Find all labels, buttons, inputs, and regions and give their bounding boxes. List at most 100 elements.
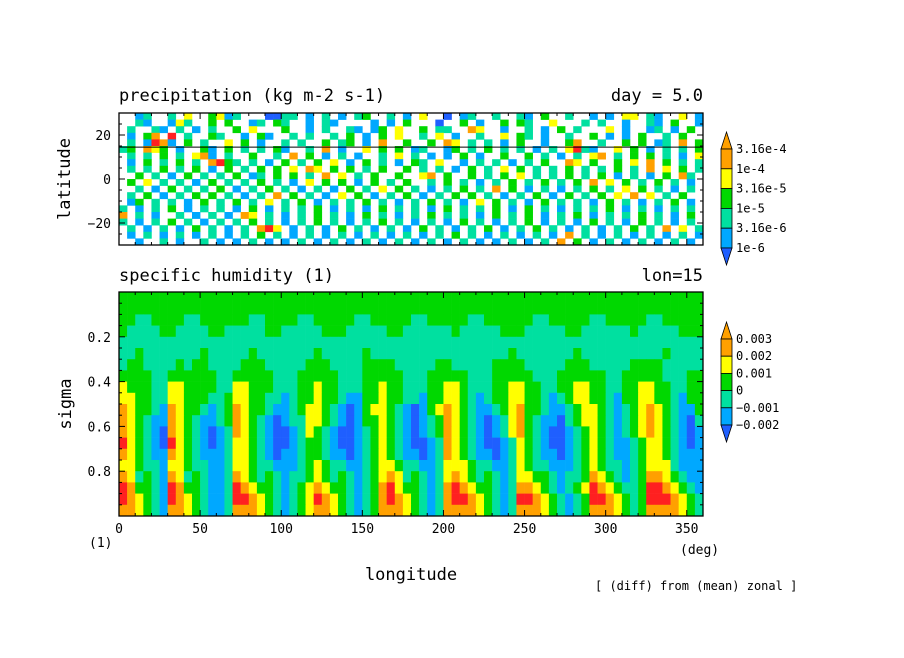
field-cell [281,212,290,219]
field-cell [589,146,598,153]
field-cell [394,185,404,193]
field-cell [346,205,355,213]
field-cell [581,471,590,483]
field-cell [451,303,460,315]
field-cell [435,325,444,338]
field-cell [208,415,217,427]
field-cell [475,359,485,371]
field-cell [435,404,444,416]
field-cell [240,314,250,326]
field-cell [630,482,639,494]
field-cell [532,493,542,506]
field-cell [573,370,582,382]
field-cell [589,238,598,246]
field-cell [678,348,688,360]
field-cell [378,238,387,246]
field-cell [597,460,606,472]
field-cell [646,152,655,160]
field-cell [289,314,298,326]
field-cell [597,348,606,360]
field-cell [500,132,509,140]
field-cell [289,132,298,140]
field-cell [329,471,339,483]
field-cell [297,415,306,427]
field-cell [183,113,193,120]
field-cell [654,359,663,371]
field-cell [419,132,428,140]
field-cell [329,198,339,206]
field-cell [411,381,420,394]
field-cell [613,381,623,394]
field-cell [427,381,436,394]
field-cell [273,370,282,382]
field-cell [305,303,314,315]
field-cell [200,139,209,147]
field-cell [208,504,217,517]
field-cell [240,225,250,233]
field-cell [613,152,623,160]
field-cell [208,437,217,450]
field-cell [362,113,371,120]
field-cell [346,292,355,304]
field-cell [183,348,193,360]
field-cell [597,119,606,127]
field-cell [573,152,582,160]
field-cell [143,381,152,394]
field-cell [313,159,323,167]
field-cell [589,303,598,315]
field-cell [459,336,469,349]
field-cell [183,205,193,213]
colorbar-label: 3.16e-6 [736,221,787,235]
field-cell [346,336,355,349]
field-cell [167,303,177,315]
field-cell [329,359,339,371]
field-cell [597,225,606,233]
field-cell [402,426,412,438]
field-cell [694,437,704,450]
field-cell [224,146,233,153]
field-cell [638,504,647,517]
field-cell [402,381,412,394]
field-cell [621,381,631,394]
field-cell [402,231,412,239]
colorbar-label: −0.001 [736,401,779,415]
field-cell [151,218,160,226]
field-cell [694,225,704,233]
field-cell [248,370,258,382]
field-cell [232,426,241,438]
field-cell [305,448,314,461]
field-cell [297,359,306,371]
field-cell [573,437,582,450]
field-cell [621,303,631,315]
field-cell [500,139,509,147]
field-cell [605,179,615,186]
field-cell [467,325,477,338]
field-cell [540,415,550,427]
field-cell [573,198,582,206]
field-cell [386,359,396,371]
field-cell [467,348,477,360]
field-cell [638,381,647,394]
field-cell [378,292,387,304]
field-cell [678,460,688,472]
field-cell [435,126,444,134]
field-cell [354,471,363,483]
field-cell [248,152,258,160]
field-cell [289,152,298,160]
field-cell [216,370,225,382]
field-cell [573,292,582,304]
field-cell [338,460,347,472]
field-cell [297,314,306,326]
precip-colorbar: 3.16e-41e-43.16e-51e-53.16e-61e-6 [720,130,787,267]
field-cell [305,504,314,517]
field-cell [362,460,371,472]
field-cell [313,292,323,304]
field-cell [565,348,574,360]
field-cell [394,238,404,246]
field-cell [297,198,306,206]
field-cell [313,370,323,382]
field-cell [329,426,339,438]
field-cell [232,303,241,315]
field-cell [354,303,363,315]
